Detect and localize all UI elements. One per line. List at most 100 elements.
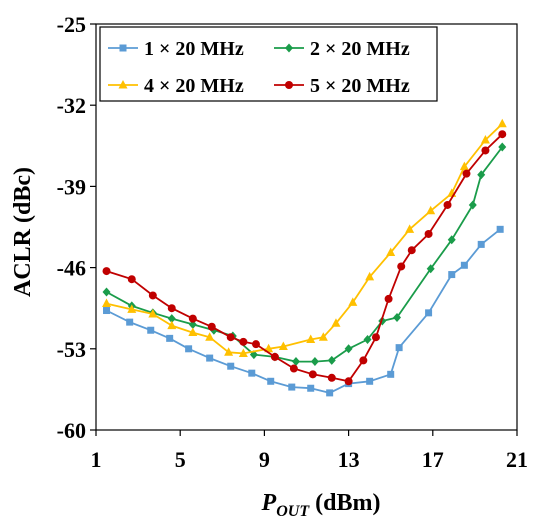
y-tick-label: -46	[57, 256, 86, 281]
x-axis-title-main: P	[261, 490, 277, 516]
legend-entry: 4 × 20 MHz	[108, 75, 244, 97]
data-point	[327, 373, 336, 382]
data-point	[248, 369, 256, 377]
data-point	[344, 377, 353, 386]
legend-marker	[285, 43, 293, 53]
x-tick-label: 13	[338, 447, 360, 472]
y-tick-label: -25	[57, 12, 86, 37]
series-1	[103, 225, 504, 397]
data-point	[318, 332, 328, 341]
data-point	[481, 146, 490, 155]
data-point	[365, 271, 375, 281]
data-point	[206, 354, 214, 362]
data-point	[291, 357, 300, 367]
data-point	[384, 294, 393, 303]
data-point	[188, 314, 197, 323]
series-line	[106, 133, 503, 383]
data-point	[386, 247, 396, 257]
plot-frame	[95, 23, 518, 431]
data-point	[127, 304, 137, 313]
data-point	[102, 267, 111, 276]
x-tick-label: 9	[259, 447, 270, 472]
data-point	[397, 262, 406, 271]
data-point	[127, 275, 136, 284]
data-point	[226, 333, 235, 342]
axes: 1 5 9 13 17 21 -25 -32 -39 -46 -53 -60	[57, 12, 528, 472]
data-point	[326, 389, 334, 397]
data-point	[188, 327, 198, 337]
data-point	[477, 170, 486, 180]
data-point	[498, 130, 507, 139]
y-tick-label: -39	[57, 174, 86, 199]
y-tick-label: -60	[57, 418, 86, 443]
legend-entry: 5 × 20 MHz	[274, 75, 410, 97]
data-point	[331, 318, 341, 327]
data-point	[443, 200, 452, 209]
series-line	[106, 123, 503, 355]
data-point	[288, 383, 296, 391]
series-layer	[102, 118, 507, 397]
data-point	[468, 200, 477, 210]
x-tick-label: 21	[506, 447, 528, 472]
data-point	[239, 337, 248, 346]
data-point	[359, 356, 368, 365]
data-point	[424, 229, 433, 238]
legend-entry: 1 × 20 MHz	[108, 38, 244, 60]
data-point	[227, 362, 235, 370]
legend-box	[99, 26, 438, 102]
x-tick-label: 5	[175, 447, 186, 472]
legend-label: 2 × 20 MHz	[310, 38, 410, 60]
data-point	[238, 348, 248, 357]
data-point	[167, 320, 177, 330]
series-4	[102, 130, 507, 386]
data-point	[278, 341, 288, 350]
data-point	[459, 161, 469, 171]
legend-label: 5 × 20 MHz	[310, 75, 410, 97]
legend-marker	[119, 44, 127, 52]
data-point	[167, 304, 176, 313]
data-point	[448, 271, 456, 279]
data-point	[497, 118, 507, 128]
data-point	[477, 240, 485, 248]
data-point	[344, 344, 353, 354]
data-point	[224, 347, 234, 356]
data-point	[103, 307, 111, 315]
data-point	[371, 333, 380, 342]
series-line	[106, 146, 504, 363]
data-point	[308, 370, 317, 379]
data-point	[348, 297, 358, 306]
x-axis-title-unit: (dBm)	[309, 490, 380, 516]
y-axis-title: ACLR (dBc)	[10, 167, 36, 297]
data-point	[126, 318, 134, 326]
data-point	[148, 309, 158, 318]
legend-label: 4 × 20 MHz	[144, 75, 244, 97]
data-point	[387, 370, 395, 378]
data-point	[166, 334, 174, 342]
legend-entry: 2 × 20 MHz	[274, 38, 410, 60]
data-point	[460, 261, 468, 269]
data-point	[188, 319, 197, 329]
data-point	[306, 334, 316, 344]
x-tick-label: 1	[91, 447, 102, 472]
data-point	[425, 309, 433, 317]
data-point	[393, 312, 402, 322]
data-point	[366, 377, 374, 385]
legend-marker	[285, 81, 293, 89]
legend-label: 1 × 20 MHz	[144, 38, 244, 60]
data-point	[307, 384, 315, 392]
x-axis-title-sub: OUT	[276, 503, 310, 520]
data-point	[426, 205, 436, 215]
y-tick-label: -32	[57, 93, 86, 118]
data-point	[289, 364, 298, 373]
data-point	[310, 357, 319, 367]
y-tick-label: -53	[57, 337, 86, 362]
x-tick-label: 17	[422, 447, 444, 472]
data-point	[363, 335, 372, 345]
data-point	[102, 287, 111, 297]
data-point	[251, 340, 260, 349]
data-point	[205, 332, 215, 341]
series-3	[102, 118, 507, 357]
data-point	[167, 314, 176, 324]
data-point	[267, 377, 275, 385]
data-point	[447, 235, 456, 245]
